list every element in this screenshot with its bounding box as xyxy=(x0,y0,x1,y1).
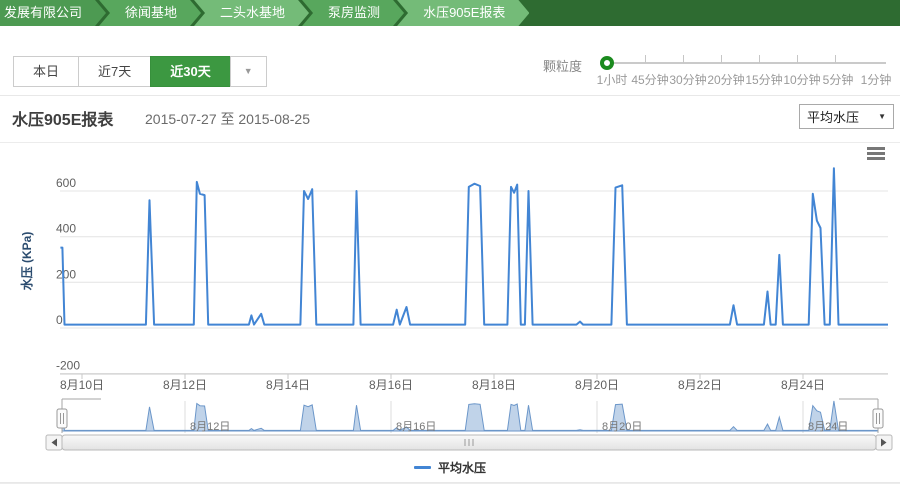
slider-option-15m[interactable]: 15分钟 xyxy=(745,73,783,87)
chevron-down-icon: ▼ xyxy=(243,66,253,76)
navigator-tick-label: 8月24日 xyxy=(808,421,848,433)
range-button-7days[interactable]: 近7天 xyxy=(78,56,152,87)
toolbar-divider xyxy=(0,95,900,96)
slider-option-30m[interactable]: 30分钟 xyxy=(669,73,707,87)
y-gridlines: -200 0 200 400 600 xyxy=(56,176,888,375)
breadcrumb-item-base[interactable]: 徐闻基地 xyxy=(99,0,201,26)
y-tick-label: -200 xyxy=(56,359,80,373)
slider-option-45m[interactable]: 45分钟 xyxy=(631,73,669,87)
slider-option-10m[interactable]: 10分钟 xyxy=(783,73,821,87)
chart-menu-icon[interactable] xyxy=(867,147,885,160)
breadcrumb-item-pumproom[interactable]: 泵房监测 xyxy=(302,0,404,26)
granularity-label: 颗粒度 xyxy=(543,59,583,74)
metric-select-value: 平均水压 xyxy=(807,110,860,125)
breadcrumb-item-subbase[interactable]: 二头水基地 xyxy=(194,0,309,26)
x-tick-label: 8月22日 xyxy=(678,378,722,392)
breadcrumb-item-company[interactable]: 发展有限公司 xyxy=(0,0,106,26)
bottom-divider xyxy=(0,482,900,483)
legend-line-icon xyxy=(413,466,431,469)
legend-item[interactable]: 平均水压 xyxy=(0,459,900,476)
range-button-today[interactable]: 本日 xyxy=(13,56,80,87)
chevron-down-icon: ▼ xyxy=(878,112,886,121)
chart-panel: -200 0 200 400 600 8月10日 8月12日 8月14日 8月16日 8月18日 8… xyxy=(0,142,900,484)
y-tick-label: 0 xyxy=(56,313,63,327)
page-title: 水压905E报表 xyxy=(12,112,114,129)
navigator-handle-left[interactable] xyxy=(56,408,68,429)
navigator-tick-label: 8月12日 xyxy=(190,421,230,433)
x-tick-label: 8月10日 xyxy=(60,378,104,392)
y-tick-label: 200 xyxy=(56,267,76,281)
x-tick-label: 8月20日 xyxy=(575,378,619,392)
granularity-slider-track[interactable] xyxy=(603,62,886,64)
navigator-tick-label: 8月16日 xyxy=(396,421,436,433)
slider-tick xyxy=(835,55,836,63)
y-tick-label: 600 xyxy=(56,176,76,190)
slider-option-1h[interactable]: 1小时 xyxy=(596,73,628,87)
y-tick-label: 400 xyxy=(56,222,76,236)
navigator-tick-label: 8月20日 xyxy=(602,421,642,433)
metric-select[interactable]: 平均水压 ▼ xyxy=(799,104,894,129)
navigator-area xyxy=(61,400,879,432)
slider-tick xyxy=(797,55,798,63)
legend-label: 平均水压 xyxy=(437,461,486,475)
x-tick-label: 8月16日 xyxy=(369,378,413,392)
scrollbar-left-arrow[interactable] xyxy=(45,434,63,451)
slider-option-5m[interactable]: 5分钟 xyxy=(822,73,854,87)
slider-option-1m[interactable]: 1分钟 xyxy=(860,73,892,87)
x-tick-label: 8月18日 xyxy=(472,378,516,392)
slider-tick xyxy=(683,55,684,63)
x-tick-label: 8月12日 xyxy=(163,378,207,392)
navigator-handle-right[interactable] xyxy=(872,408,884,429)
chart-scrollbar[interactable] xyxy=(45,434,893,451)
range-button-30days[interactable]: 近30天 xyxy=(150,56,231,87)
range-more-button[interactable]: ▼ xyxy=(229,56,267,87)
breadcrumb: 发展有限公司 徐闻基地 二头水基地 泵房监测 水压905E报表 xyxy=(0,0,900,26)
granularity-slider-handle[interactable] xyxy=(600,56,614,70)
x-tick-label: 8月24日 xyxy=(781,378,825,392)
slider-option-20m[interactable]: 20分钟 xyxy=(707,73,745,87)
series-line-avg-pressure xyxy=(60,167,888,326)
date-range-button-group: 本日 近7天 近30天 ▼ xyxy=(13,56,267,87)
x-axis: 8月10日 8月12日 8月14日 8月16日 8月18日 8月20日 8月22日 8月24日 xyxy=(60,373,888,392)
scrollbar-right-arrow[interactable] xyxy=(875,434,893,451)
report-date-range: 2015-07-27 至 2015-08-25 xyxy=(145,111,311,127)
slider-tick xyxy=(721,55,722,63)
breadcrumb-item-report[interactable]: 水压905E报表 xyxy=(397,0,529,26)
slider-tick xyxy=(645,55,646,63)
x-tick-label: 8月14日 xyxy=(266,378,310,392)
y-axis-title: 水压 (KPa) xyxy=(19,232,34,291)
slider-tick xyxy=(759,55,760,63)
navigator: 8月12日 8月16日 8月20日 8月24日 xyxy=(56,398,884,433)
